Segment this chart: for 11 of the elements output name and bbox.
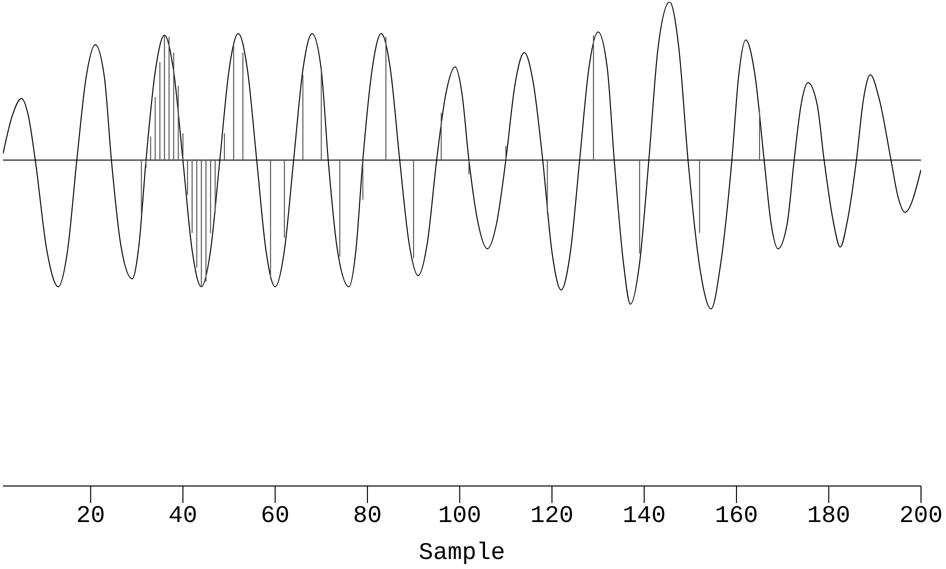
x-tick-label: 20	[76, 503, 106, 530]
x-tick-label: 60	[260, 503, 290, 530]
x-tick-label: 80	[353, 503, 382, 530]
x-tick-label: 140	[622, 503, 666, 530]
x-tick-label: 40	[168, 503, 198, 530]
x-tick-label: 120	[530, 503, 574, 530]
x-tick-label: 180	[807, 503, 850, 530]
x-tick-label: 200	[899, 503, 943, 530]
x-tick-label: 100	[438, 503, 482, 530]
x-tick-label: 160	[714, 503, 758, 530]
x-axis-title: Sample	[418, 540, 506, 567]
